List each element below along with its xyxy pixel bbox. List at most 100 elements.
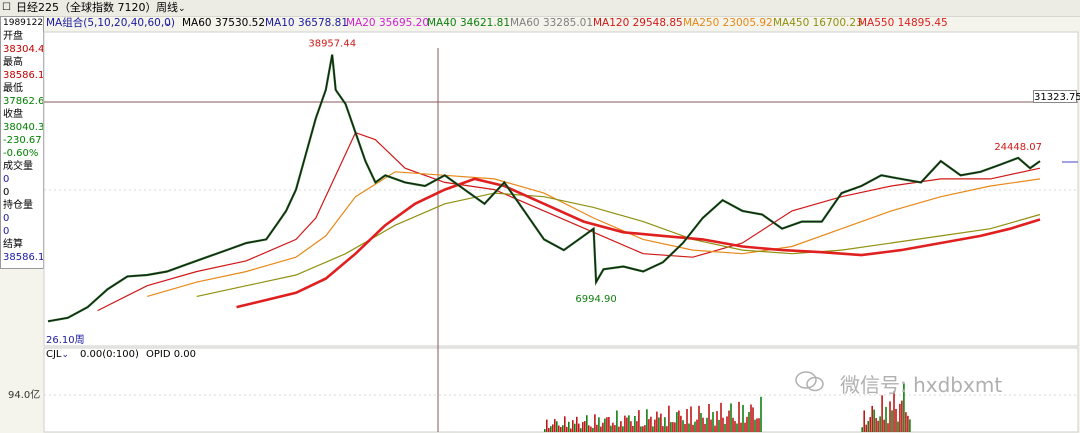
volume-bar [865, 424, 867, 432]
price-annotations: 38957.44 6994.90 24448.07 [308, 39, 1042, 306]
volume-bar [610, 425, 612, 432]
volume-bar [702, 417, 704, 432]
volume-value: 0.00(0:100) [80, 349, 139, 360]
volume-bar [861, 427, 863, 432]
volume-bar [616, 410, 618, 432]
volume-bar [891, 410, 893, 432]
start-label: 26.10周 [46, 334, 85, 346]
volume-bar [760, 396, 762, 432]
volume-bar [895, 409, 897, 432]
volume-bar [690, 406, 692, 432]
volume-bar [682, 420, 684, 432]
ma-item: MA40 34621.81 [427, 17, 511, 29]
ma-item: MA60 37530.52 [182, 17, 266, 29]
volume-bar [656, 411, 658, 432]
oi2-value: 0 [3, 226, 10, 237]
volume-bar [688, 423, 690, 432]
opid-value: OPID 0.00 [146, 349, 196, 360]
change-pct: -0.60% [3, 148, 39, 159]
volume-bar [546, 419, 548, 432]
volume-bar [644, 425, 646, 432]
quote-date: 19891222 [3, 18, 43, 28]
volume-bar [676, 412, 678, 432]
volume-bar [636, 421, 638, 432]
volume-bar [694, 421, 696, 432]
volume-bar [672, 422, 674, 432]
period-label: 周线 [156, 1, 178, 14]
volume-bar [887, 423, 889, 432]
price-series [47, 54, 1041, 323]
volume-bar [642, 426, 644, 432]
volume-bar [875, 418, 877, 432]
ma-line [147, 171, 1041, 297]
volume-bar [588, 425, 590, 432]
volume-bar [580, 428, 582, 432]
ma-group-label[interactable]: MA组合(5,10,20,40,60,0) [46, 17, 175, 29]
volume-bar [662, 426, 664, 432]
volume-bar [712, 412, 714, 432]
volume-bar [634, 416, 636, 432]
change-value: -230.67 [3, 135, 42, 146]
volume-bar [708, 404, 710, 432]
period-selector[interactable]: 周线⌄ [156, 0, 186, 17]
volume-bar [905, 412, 907, 432]
volume-bar [606, 417, 608, 432]
price-annotation: 24448.07 [994, 142, 1042, 153]
volume-bar [901, 400, 903, 432]
volume-bar [620, 421, 622, 432]
volume-bar [879, 416, 881, 432]
volume-axis-label: 94.0亿 [8, 388, 40, 401]
price-annotation: 38957.44 [308, 39, 356, 50]
volume-bar [748, 412, 750, 432]
volume-bar [626, 417, 628, 432]
settle-label: 结算 [3, 239, 23, 250]
volume-indicator[interactable]: CJL⌄ [46, 348, 69, 362]
menu-icon[interactable]: ☐ [2, 2, 11, 13]
volume-bar [706, 417, 708, 432]
volume-bar [600, 426, 602, 432]
volume-bar [618, 426, 620, 432]
ma-item: MA550 14895.45 [858, 17, 948, 29]
volume-bar [582, 422, 584, 432]
chevron-down-icon[interactable]: ⌄ [164, 17, 173, 29]
volume-bar [558, 425, 560, 432]
ma-lines [97, 131, 1041, 312]
volume-bar [700, 413, 702, 432]
ma-item: MA60 33285.01 [510, 17, 594, 29]
ma-item: MA450 16700.23 [773, 17, 863, 29]
oi-label: 持仓量 [3, 200, 33, 211]
volume-bar [552, 424, 554, 432]
volume-bar [590, 426, 592, 432]
volume-bar [674, 422, 676, 432]
ma-item: MA10 36578.81 [265, 17, 349, 29]
volume-bar [754, 419, 756, 432]
plot-area [43, 31, 1079, 347]
volume-bar [714, 425, 716, 432]
volume-bar [544, 429, 546, 432]
volume-bar [692, 424, 694, 432]
volume-bar [658, 417, 660, 432]
volume-bar [550, 426, 552, 432]
volume-bar [750, 404, 752, 432]
volume-bar [724, 423, 726, 432]
volume-bar [646, 409, 648, 432]
volume-bar [578, 423, 580, 432]
volume-bar [696, 419, 698, 432]
volume-bar [678, 410, 680, 432]
volume-bar [885, 406, 887, 432]
volume-bar [602, 422, 604, 432]
volume-bar [744, 422, 746, 432]
volume-bar [734, 421, 736, 432]
volume-bar [650, 416, 652, 432]
volume-bar [666, 426, 668, 432]
volume-indicator-label: CJL [46, 349, 62, 360]
volume-bar [622, 426, 624, 432]
volume-bar [736, 423, 738, 432]
ma-item: MA120 29548.85 [593, 17, 683, 29]
volume-bar [720, 402, 722, 432]
volume-bar [756, 418, 758, 432]
volume-bar [572, 420, 574, 432]
volume-bar [728, 410, 730, 432]
chevron-down-icon: ⌄ [178, 4, 186, 14]
volume-bar [584, 421, 586, 432]
